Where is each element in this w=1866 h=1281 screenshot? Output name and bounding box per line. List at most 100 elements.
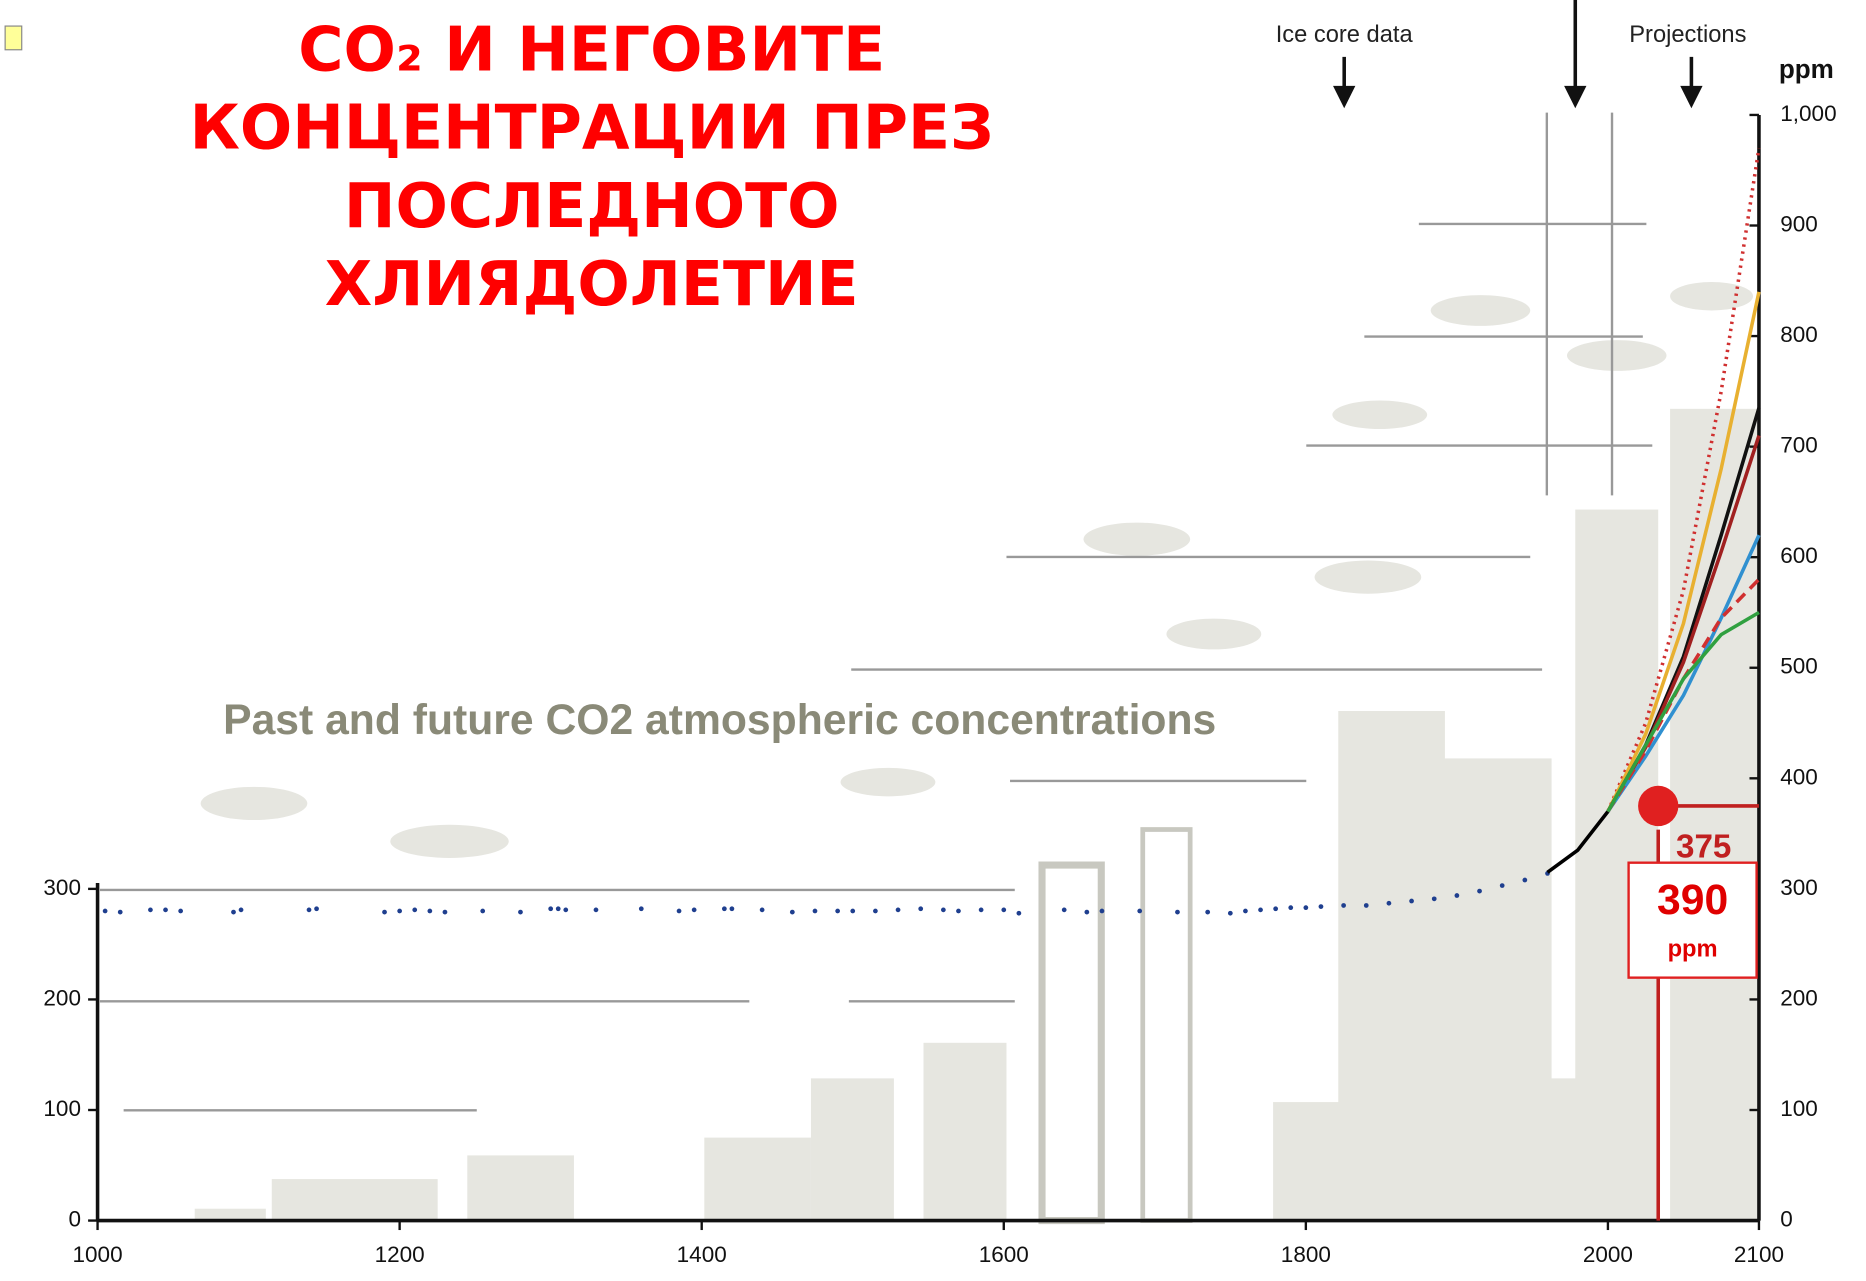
callout-unit: ppm	[1668, 937, 1718, 963]
data-point	[1341, 903, 1346, 908]
data-point	[178, 908, 184, 914]
chart-title-line: CO₂ И НЕГОВИТЕ	[298, 13, 885, 85]
data-point	[721, 906, 727, 912]
data-point	[1099, 908, 1105, 914]
data-point	[1001, 907, 1007, 913]
data-point	[555, 906, 561, 912]
data-point	[1137, 908, 1143, 914]
data-point	[812, 908, 818, 914]
y-axis-label: ppm	[1779, 54, 1834, 84]
x-tick-label: 2100	[1734, 1242, 1784, 1267]
annotation: Projections	[1629, 22, 1746, 48]
annotation: Ice core data	[1276, 22, 1414, 48]
data-point	[835, 908, 841, 914]
left-y-tick-label: 100	[43, 1096, 81, 1121]
marker-dot	[1638, 785, 1679, 827]
data-point	[850, 908, 856, 914]
data-point	[1243, 908, 1248, 914]
data-point	[427, 908, 433, 914]
x-tick-label: 1600	[979, 1242, 1029, 1267]
data-point	[314, 906, 319, 912]
series-line	[1606, 291, 1761, 813]
series-line	[1546, 810, 1610, 874]
x-tick-label: 1400	[677, 1242, 727, 1267]
data-point	[1477, 888, 1482, 894]
data-point	[1431, 896, 1437, 902]
data-point	[873, 908, 878, 914]
data-point	[442, 909, 448, 915]
y-tick-label: 1,000	[1780, 101, 1836, 126]
data-point	[412, 907, 418, 913]
data-point	[789, 909, 795, 915]
data-point	[1522, 877, 1528, 883]
data-point	[231, 909, 236, 915]
y-tick-label: 800	[1780, 322, 1818, 347]
data-point	[382, 909, 387, 915]
data-point	[397, 908, 403, 914]
data-point	[102, 908, 108, 914]
data-point	[1303, 905, 1309, 911]
x-tick-label: 2000	[1583, 1242, 1633, 1267]
series-line	[1606, 147, 1761, 813]
background-lines	[99, 112, 1653, 1112]
callout-value: 390	[1657, 876, 1728, 924]
chart-subtitle: Past and future CO2 atmospheric concentr…	[223, 696, 1216, 744]
data-point	[1175, 909, 1180, 915]
marker-label: 375	[1676, 828, 1731, 865]
data-point	[918, 906, 924, 912]
y-tick-label: 900	[1780, 211, 1818, 236]
data-point	[163, 907, 168, 913]
series-line	[1606, 610, 1760, 813]
data-point	[1258, 907, 1263, 913]
data-point	[1318, 904, 1324, 909]
x-tick-label: 1000	[73, 1242, 123, 1267]
data-point	[895, 907, 901, 913]
data-point	[306, 907, 312, 913]
data-point	[978, 907, 984, 913]
data-point	[548, 906, 554, 912]
data-point	[593, 907, 599, 913]
callout-box	[1627, 861, 1758, 979]
data-point	[238, 907, 244, 913]
data-point	[1499, 883, 1505, 888]
data-point	[1061, 907, 1067, 913]
data-point	[676, 908, 682, 914]
y-tick-label: 100	[1780, 1096, 1818, 1121]
data-point	[148, 907, 153, 913]
data-point	[1363, 903, 1369, 908]
data-point	[1409, 898, 1414, 904]
left-y-tick-label: 200	[43, 985, 81, 1010]
data-point	[563, 907, 569, 913]
data-point	[1227, 910, 1233, 916]
y-tick-label: 0	[1780, 1207, 1793, 1232]
y-tick-label: 700	[1780, 433, 1818, 458]
data-point	[638, 906, 644, 912]
chart-title-line: ХЛИЯДОЛЕТИЕ	[325, 248, 859, 320]
data-point	[1454, 893, 1460, 898]
y-tick-label: 400	[1780, 764, 1818, 789]
data-point	[729, 906, 735, 912]
data-point	[1084, 909, 1090, 915]
data-point	[480, 908, 486, 914]
data-point	[1288, 905, 1294, 911]
background-art	[194, 282, 1759, 1225]
corner-icon	[4, 25, 23, 51]
x-tick-label: 1200	[375, 1242, 425, 1267]
y-tick-label: 500	[1780, 654, 1818, 679]
data-point	[1386, 900, 1392, 906]
left-y-tick-label: 300	[43, 875, 81, 900]
data-point	[759, 907, 765, 913]
data-point	[518, 909, 523, 915]
x-tick-label: 1800	[1281, 1242, 1331, 1267]
data-point	[117, 909, 123, 915]
arrows	[1333, 0, 1703, 109]
y-tick-label: 300	[1780, 875, 1818, 900]
data-point	[956, 908, 961, 914]
data-point	[1016, 910, 1022, 916]
data-point	[1273, 906, 1279, 912]
y-tick-label: 600	[1780, 543, 1818, 568]
chart-title-line: ПОСЛЕДНОТО	[344, 170, 840, 242]
series-line	[1606, 534, 1761, 813]
